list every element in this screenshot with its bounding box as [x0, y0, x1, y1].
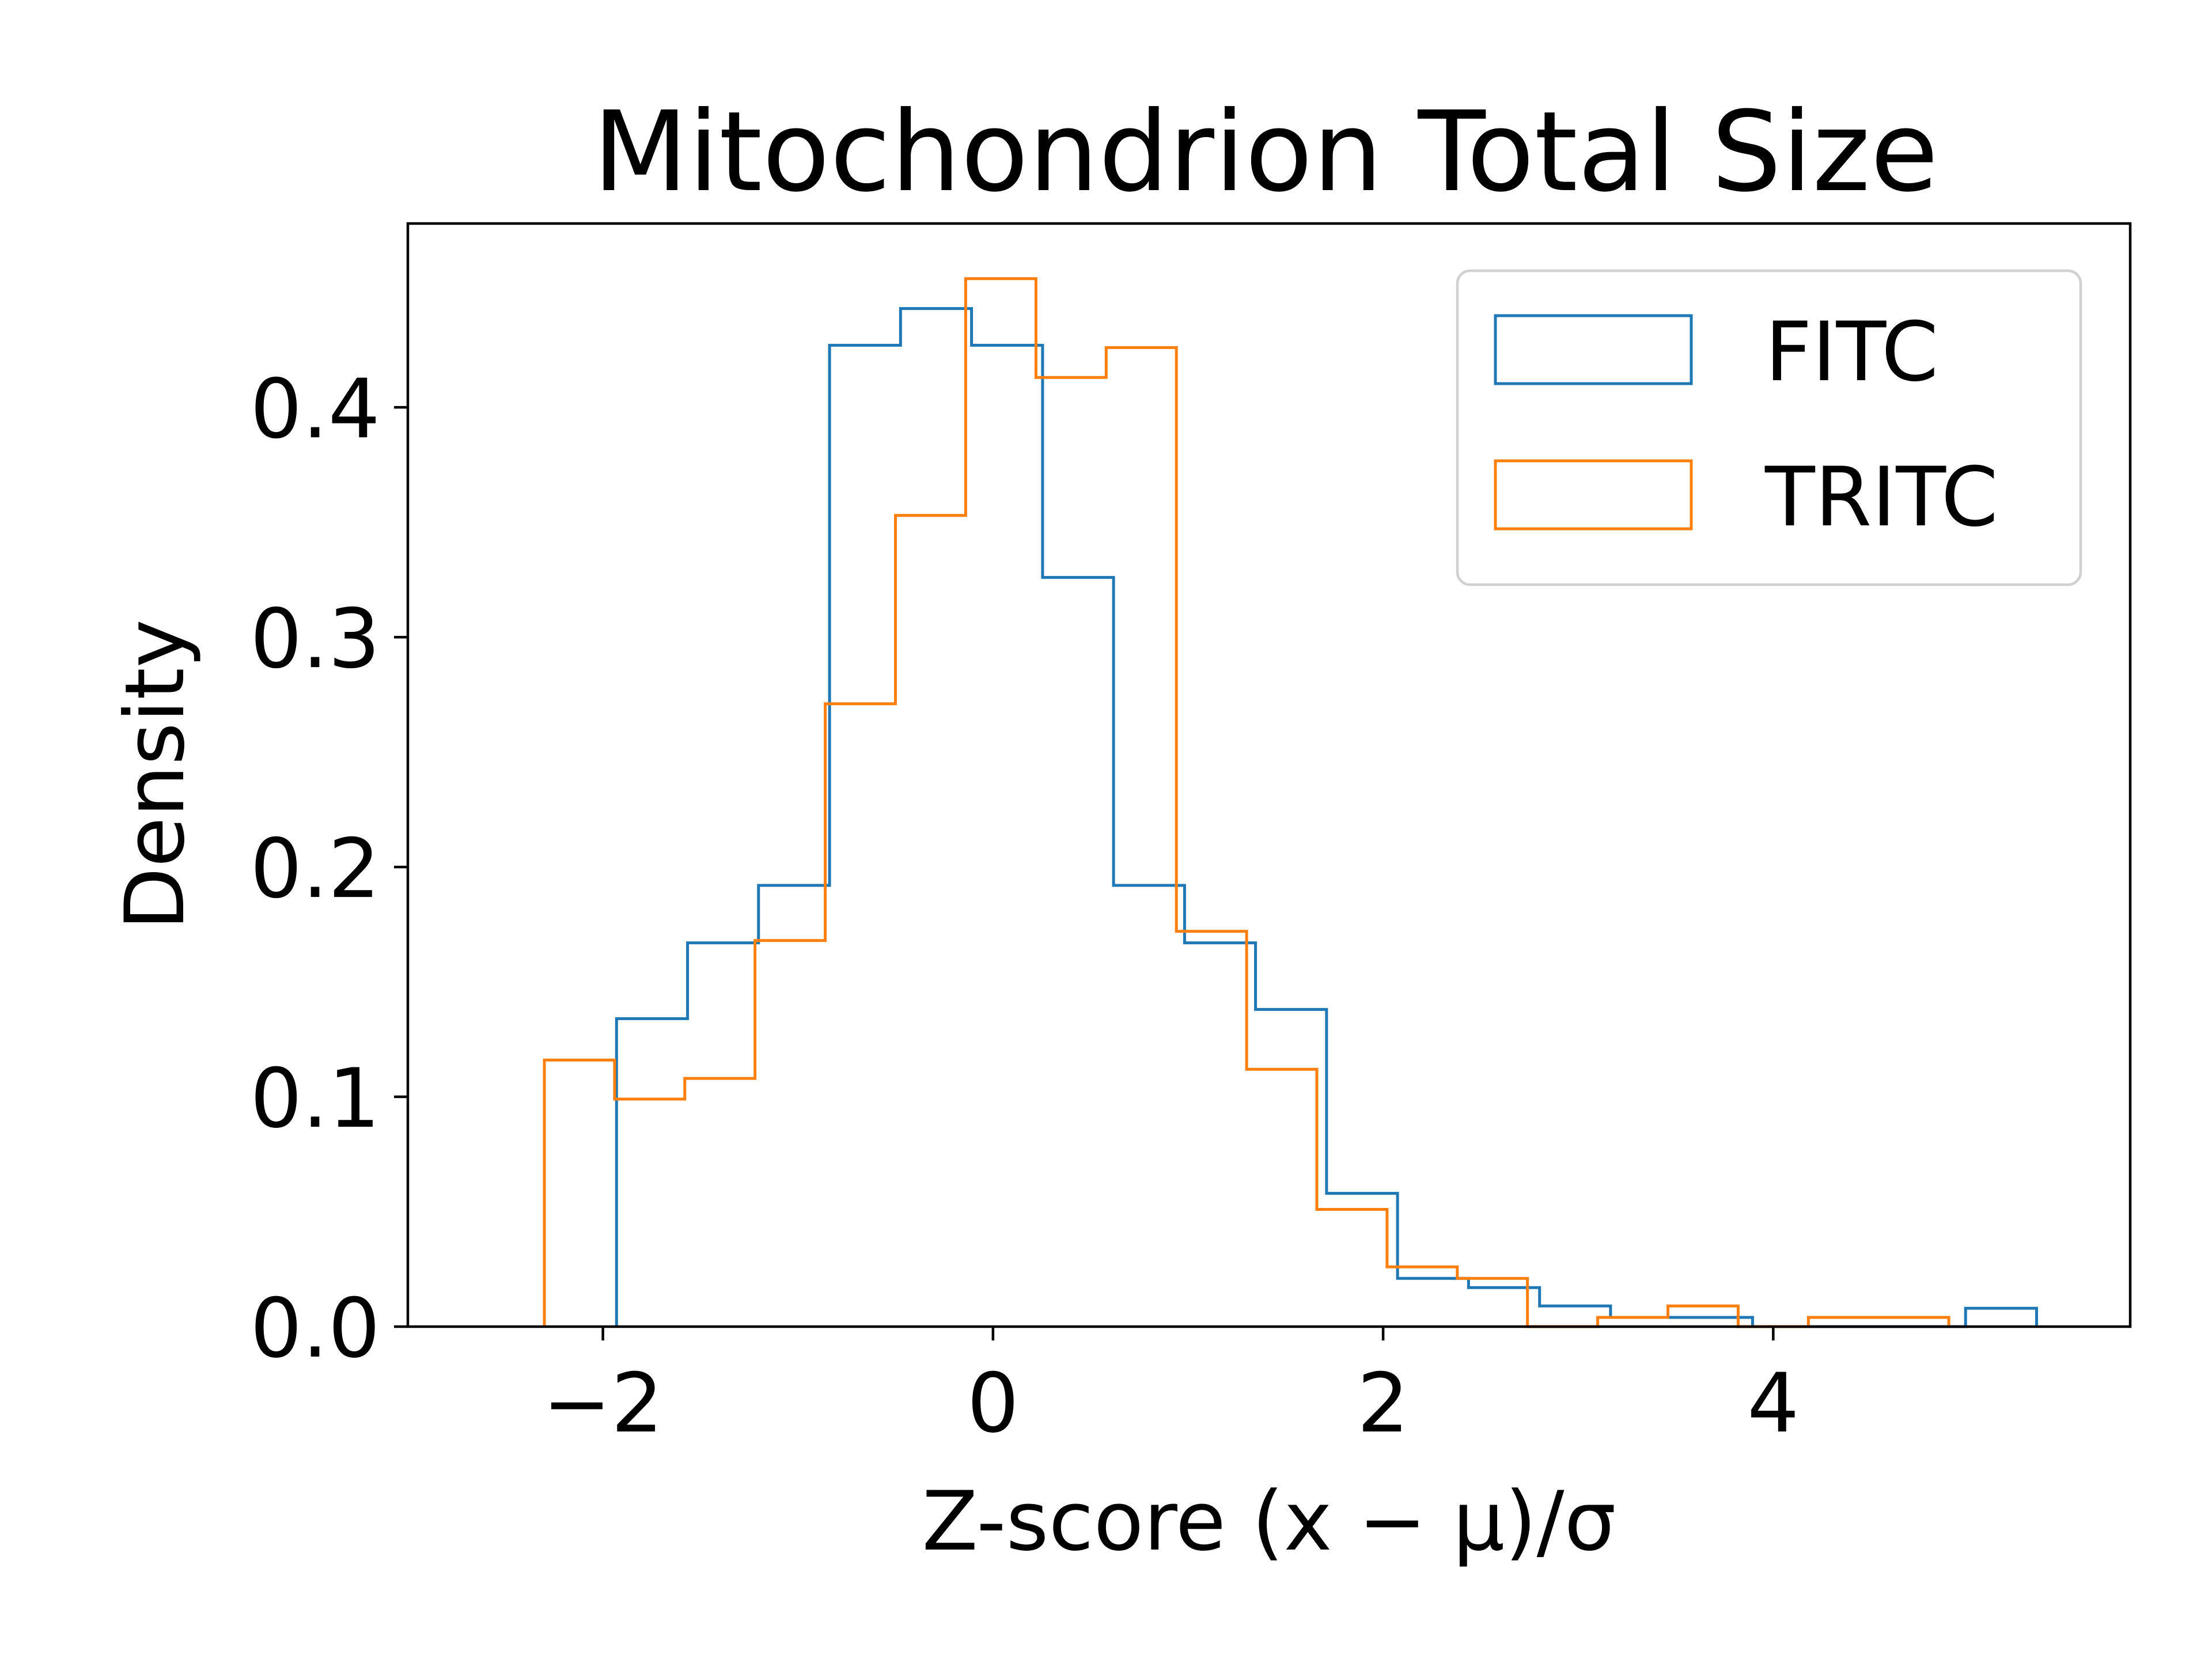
y-tick-label: 0.0 [250, 1281, 380, 1376]
chart-title: Mitochondrion Total Size [593, 88, 1938, 217]
y-tick-label: 0.1 [250, 1051, 380, 1146]
series-layer [543, 277, 2038, 1328]
y-tick-label: 0.3 [250, 592, 380, 687]
x-tick-label: 2 [1357, 1356, 1409, 1451]
series-fitc-step-line [615, 307, 2038, 1328]
x-tick-label: −2 [543, 1356, 663, 1451]
y-axis: 0.0 0.1 0.2 0.3 0.4 [250, 362, 408, 1376]
legend-label-tritc: TRITC [1764, 450, 1998, 545]
plot-area [406, 222, 2132, 1328]
legend-swatch-tritc [1494, 459, 1693, 531]
legend-frame [1456, 269, 2082, 586]
x-axis: −2 0 2 4 [543, 1327, 1800, 1451]
x-axis-label: Z-score (x − μ)/σ [922, 1474, 1616, 1569]
y-tick-label: 0.4 [250, 362, 380, 457]
series-tritc-step-line [543, 277, 1950, 1328]
y-axis-label: Density [108, 619, 203, 930]
legend-swatch-fitc [1494, 314, 1693, 385]
plot-frame [406, 222, 2132, 1328]
x-tick-label: 4 [1747, 1356, 1799, 1451]
y-tick-label: 0.2 [250, 821, 380, 916]
legend: FITC TRITC [1456, 269, 2082, 586]
legend-label-fitc: FITC [1765, 305, 1938, 400]
x-tick-label: 0 [967, 1356, 1019, 1451]
